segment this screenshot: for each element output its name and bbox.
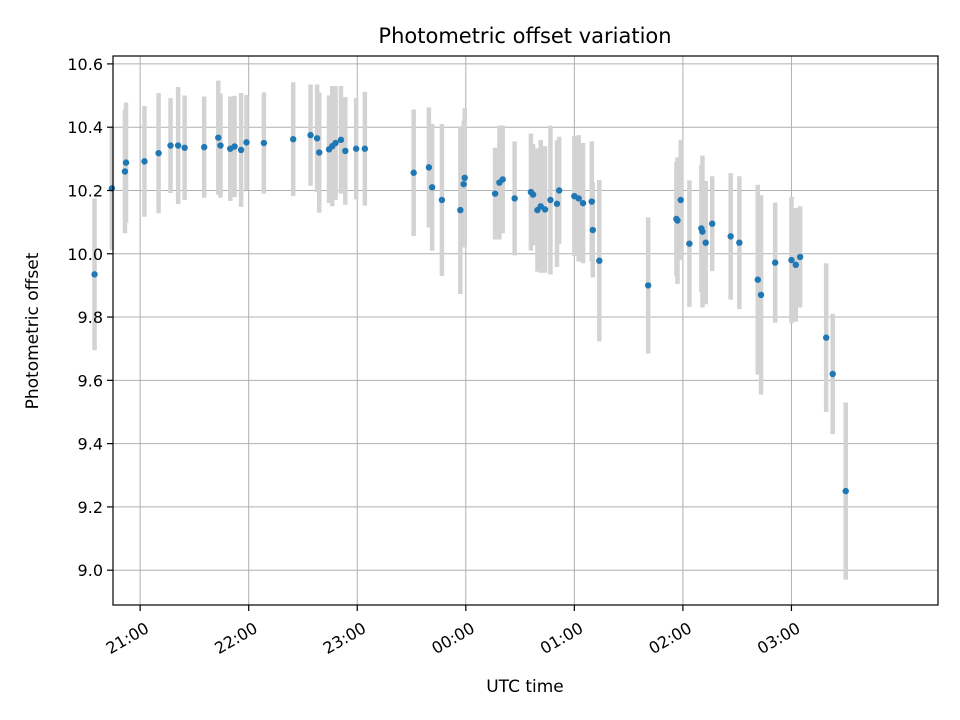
data-point bbox=[337, 136, 345, 144]
data-point bbox=[215, 134, 222, 141]
data-point bbox=[822, 334, 830, 341]
data-point bbox=[425, 164, 433, 171]
data-point bbox=[141, 158, 148, 165]
y-tick-label: 10.6 bbox=[67, 55, 103, 74]
data-point bbox=[231, 143, 238, 150]
data-point bbox=[217, 142, 224, 149]
data-point bbox=[553, 200, 561, 207]
data-point bbox=[529, 191, 537, 198]
data-point bbox=[181, 144, 188, 151]
y-tick-label: 10.0 bbox=[67, 245, 103, 264]
data-point bbox=[174, 142, 182, 149]
data-point bbox=[243, 139, 250, 146]
data-point bbox=[313, 135, 321, 142]
y-tick-label: 9.8 bbox=[78, 308, 103, 327]
data-point bbox=[200, 143, 208, 151]
data-points bbox=[91, 131, 849, 495]
data-point bbox=[541, 206, 549, 213]
y-tick-label: 10.4 bbox=[67, 118, 103, 137]
plot-frame bbox=[112, 55, 939, 606]
data-point bbox=[332, 139, 339, 147]
data-point bbox=[428, 184, 436, 191]
data-point bbox=[438, 196, 446, 204]
data-point bbox=[579, 199, 587, 207]
data-point bbox=[342, 147, 349, 155]
data-point bbox=[589, 226, 597, 234]
data-point bbox=[547, 196, 554, 204]
data-point bbox=[727, 233, 734, 240]
data-point bbox=[91, 271, 98, 278]
data-point bbox=[588, 198, 595, 205]
data-point bbox=[352, 145, 360, 152]
data-point bbox=[575, 195, 582, 202]
data-point bbox=[686, 240, 693, 247]
data-point bbox=[155, 149, 162, 157]
data-point bbox=[121, 168, 129, 175]
data-point bbox=[491, 190, 499, 197]
data-point bbox=[674, 217, 681, 224]
y-tick-label: 9.0 bbox=[78, 561, 103, 580]
data-point bbox=[796, 253, 804, 261]
data-point bbox=[122, 159, 130, 166]
data-point bbox=[842, 487, 849, 495]
data-point bbox=[457, 206, 464, 214]
data-point bbox=[792, 261, 799, 269]
y-tick-label: 9.6 bbox=[78, 371, 103, 390]
data-point bbox=[757, 291, 765, 299]
data-point bbox=[596, 257, 603, 264]
y-axis-label: Photometric offset bbox=[23, 252, 43, 409]
data-point bbox=[289, 136, 297, 143]
data-point bbox=[829, 370, 836, 378]
chart-title: Photometric offset variation bbox=[378, 24, 671, 48]
y-tick-label: 9.2 bbox=[78, 498, 103, 517]
data-point bbox=[237, 146, 245, 154]
y-tick-label: 9.4 bbox=[78, 435, 103, 454]
data-point bbox=[709, 220, 716, 227]
data-point bbox=[316, 149, 323, 156]
data-point bbox=[460, 180, 467, 188]
data-point bbox=[361, 145, 369, 152]
data-point bbox=[167, 142, 174, 149]
data-point bbox=[771, 259, 779, 266]
data-point bbox=[754, 276, 762, 283]
data-point bbox=[788, 256, 795, 264]
data-point bbox=[702, 239, 709, 246]
data-point bbox=[511, 195, 518, 202]
data-point bbox=[461, 174, 468, 182]
data-point bbox=[736, 239, 743, 246]
x-axis-label: UTC time bbox=[486, 677, 564, 697]
y-axis-ticks: 9.0 9.2 9.4 9.6 9.8 10.0 10.2 10.4 10.6 bbox=[67, 55, 113, 580]
grid-lines bbox=[113, 56, 938, 605]
data-point bbox=[555, 187, 563, 194]
data-point bbox=[499, 176, 506, 183]
data-point bbox=[260, 139, 268, 147]
y-tick-label: 10.2 bbox=[67, 181, 103, 200]
data-point bbox=[677, 196, 684, 204]
data-point bbox=[699, 228, 706, 235]
data-point bbox=[307, 131, 314, 139]
data-point bbox=[644, 282, 652, 289]
data-point bbox=[410, 169, 417, 176]
